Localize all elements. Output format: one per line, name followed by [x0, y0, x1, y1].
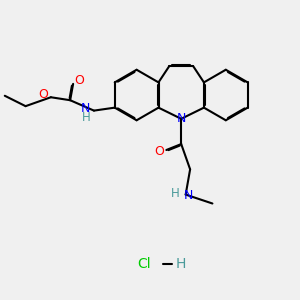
Text: N: N — [81, 102, 90, 115]
Text: H: H — [171, 187, 180, 200]
Text: O: O — [38, 88, 48, 101]
Text: N: N — [184, 189, 193, 202]
Text: O: O — [75, 74, 85, 87]
Text: O: O — [154, 145, 164, 158]
Text: N: N — [176, 112, 186, 125]
Text: Cl: Cl — [137, 257, 151, 272]
Text: H: H — [82, 111, 91, 124]
Text: H: H — [176, 257, 186, 272]
